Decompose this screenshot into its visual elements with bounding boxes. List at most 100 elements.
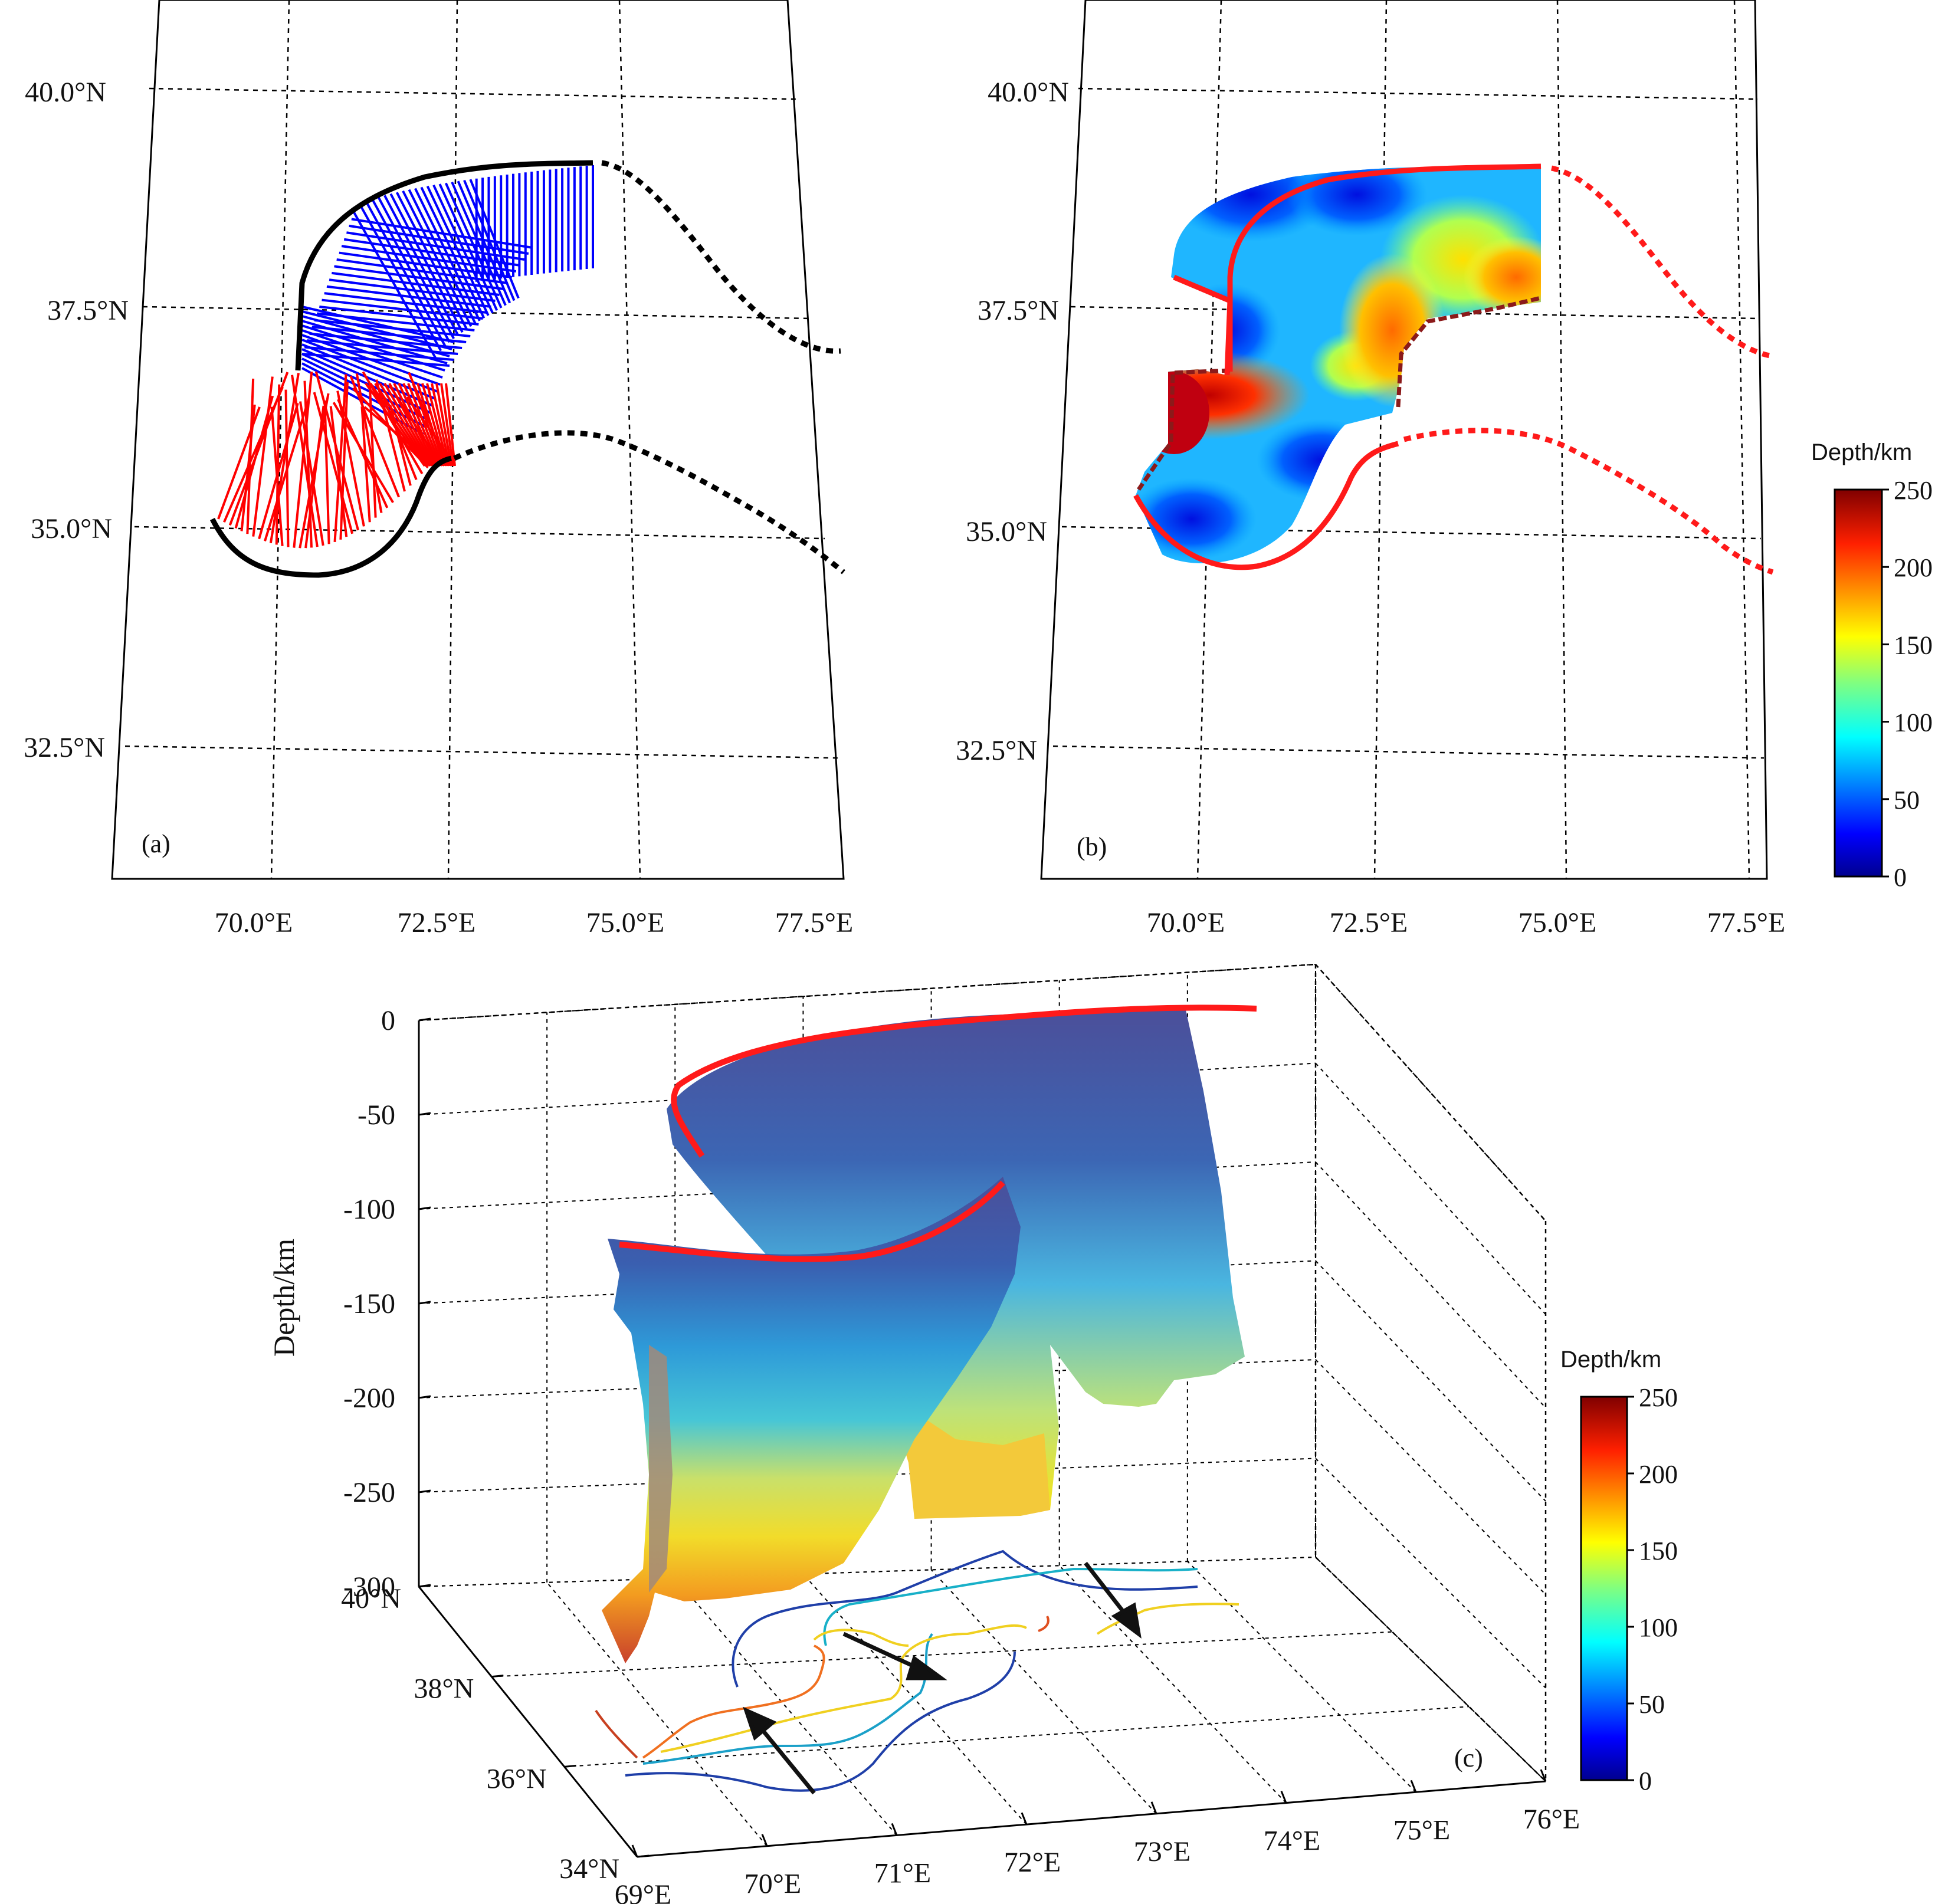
profile-line	[408, 189, 477, 324]
slab-surface-south	[602, 1177, 1021, 1663]
profile-line	[420, 186, 486, 319]
ytick-b-35: 35.0°N	[966, 516, 1047, 547]
profile-line	[365, 382, 426, 467]
y-tick-labels: 40.0°N 37.5°N 35.0°N 32.5°N	[956, 77, 1069, 766]
profile-line	[301, 343, 436, 400]
profile-line	[301, 320, 448, 365]
z-tick-label: -100	[343, 1194, 395, 1225]
profile-line	[304, 405, 325, 549]
profile-line	[301, 334, 441, 386]
northern-front-dashed	[601, 160, 841, 354]
profile-line	[291, 375, 319, 547]
profile-line	[349, 375, 400, 498]
arrow-head	[743, 1706, 777, 1741]
z-tick-label: 0	[381, 1005, 395, 1036]
profile-line	[336, 390, 365, 527]
profile-line	[314, 371, 359, 531]
profile-line	[414, 188, 481, 321]
contour-75	[823, 1567, 1198, 1646]
contour-200	[1038, 1616, 1050, 1632]
arrow-head	[1111, 1602, 1142, 1639]
lat-tick-label: 38°N	[414, 1673, 474, 1705]
colorbar-tick-label: 100	[1894, 708, 1933, 737]
profile-line	[389, 193, 464, 333]
colorbar-tick-label: 0	[1639, 1767, 1652, 1795]
lon-tick-label: 73°E	[1134, 1836, 1191, 1867]
profile-line	[412, 383, 444, 467]
profile-line	[293, 371, 313, 548]
lat-tick-label: 36°N	[487, 1763, 547, 1794]
colorbar-tick-label: 250	[1894, 476, 1933, 505]
motion-arrows	[743, 1561, 1142, 1795]
profile-line	[275, 384, 281, 545]
profile-line	[374, 382, 429, 467]
lat-tick-label: 34°N	[559, 1853, 619, 1885]
northern-front-line	[1173, 163, 1542, 376]
northern-front-dashed	[1551, 165, 1770, 359]
z-tick-label: -250	[343, 1477, 395, 1508]
z-tick-label: -300	[343, 1571, 395, 1603]
colorbar-gradient	[1834, 488, 1883, 878]
profile-line	[432, 184, 494, 314]
ytick-b-40: 40.0°N	[988, 77, 1069, 108]
panel-c-3d: 0 -50 -100 -150 -200 -250 -300 Depth/km 69°E 70…	[267, 963, 1678, 1904]
profile-line	[339, 382, 349, 540]
colorbar-tick-label: 200	[1894, 553, 1933, 582]
contour-50	[625, 1651, 1016, 1792]
southern-front-line	[209, 455, 452, 578]
colorbar-tick-label: 200	[1639, 1460, 1678, 1489]
profile-line	[359, 204, 442, 352]
profile-line	[421, 383, 447, 467]
lon-tick-label: 70°E	[745, 1869, 802, 1900]
arrow-2	[842, 1631, 921, 1672]
profile-line	[303, 380, 313, 548]
slab-edge-dashed	[1396, 296, 1542, 408]
x-tick-labels: 70.0°E 72.5°E 75.0°E 77.5°E	[1147, 907, 1786, 938]
y-tick-labels: 40.0°N 37.5°N 35.0°N 32.5°N	[24, 77, 129, 763]
contour-125	[813, 1629, 909, 1647]
profile-line	[451, 181, 507, 306]
profile-line	[301, 310, 452, 350]
lon-tick-labels: 69°E 70°E 71°E 72°E 73°E 74°E 75°E 76°E	[615, 1804, 1580, 1904]
profile-line	[329, 406, 348, 537]
lon-tick-label: 74°E	[1264, 1826, 1321, 1857]
arrow-1	[759, 1726, 816, 1795]
colorbar-tick-label: 50	[1639, 1690, 1665, 1719]
xtick-a-725: 72.5°E	[398, 907, 476, 938]
north-profiles	[301, 165, 594, 435]
z-axis-label: Depth/km	[267, 1239, 300, 1357]
xtick-b-75: 75.0°E	[1519, 907, 1597, 938]
profile-line	[369, 382, 428, 467]
profile-line	[301, 339, 438, 393]
profile-line	[398, 383, 438, 467]
contour-75	[642, 1633, 933, 1765]
colorbar-tick-label: 50	[1894, 786, 1920, 815]
z-tick-label: -200	[343, 1383, 395, 1414]
lat-tick-label: 40°N	[341, 1583, 401, 1614]
ytick-a-35: 35.0°N	[31, 513, 112, 544]
colorbar-tick-label: 0	[1894, 863, 1907, 892]
northern-front-line-3d	[671, 1004, 1257, 1158]
profile-line	[388, 383, 435, 467]
xtick-b-725: 72.5°E	[1330, 907, 1408, 938]
panel-label-c: (c)	[1454, 1744, 1483, 1772]
profile-line	[336, 258, 508, 284]
profile-line	[379, 382, 431, 467]
contour-175	[642, 1644, 825, 1759]
xtick-a-75: 75.0°E	[586, 907, 665, 938]
profile-line	[393, 383, 437, 467]
ytick-b-375: 37.5°N	[978, 295, 1059, 326]
southern-front-line-3d	[619, 1180, 1005, 1262]
lon-tick-label: 76°E	[1523, 1804, 1580, 1835]
profile-line	[440, 383, 454, 467]
lat-tick-labels: 40°N 38°N 36°N 34°N	[341, 1583, 619, 1885]
panel-b-map: 40.0°N 37.5°N 35.0°N 32.5°N 70.0°E 72.5°…	[956, 0, 1933, 938]
ytick-a-325: 32.5°N	[24, 732, 105, 763]
profile-line	[301, 329, 443, 379]
lon-tick-label: 72°E	[1004, 1847, 1061, 1878]
profile-line	[284, 389, 290, 547]
profile-line	[341, 245, 517, 273]
profile-line	[299, 393, 330, 549]
profile-line	[395, 192, 468, 330]
